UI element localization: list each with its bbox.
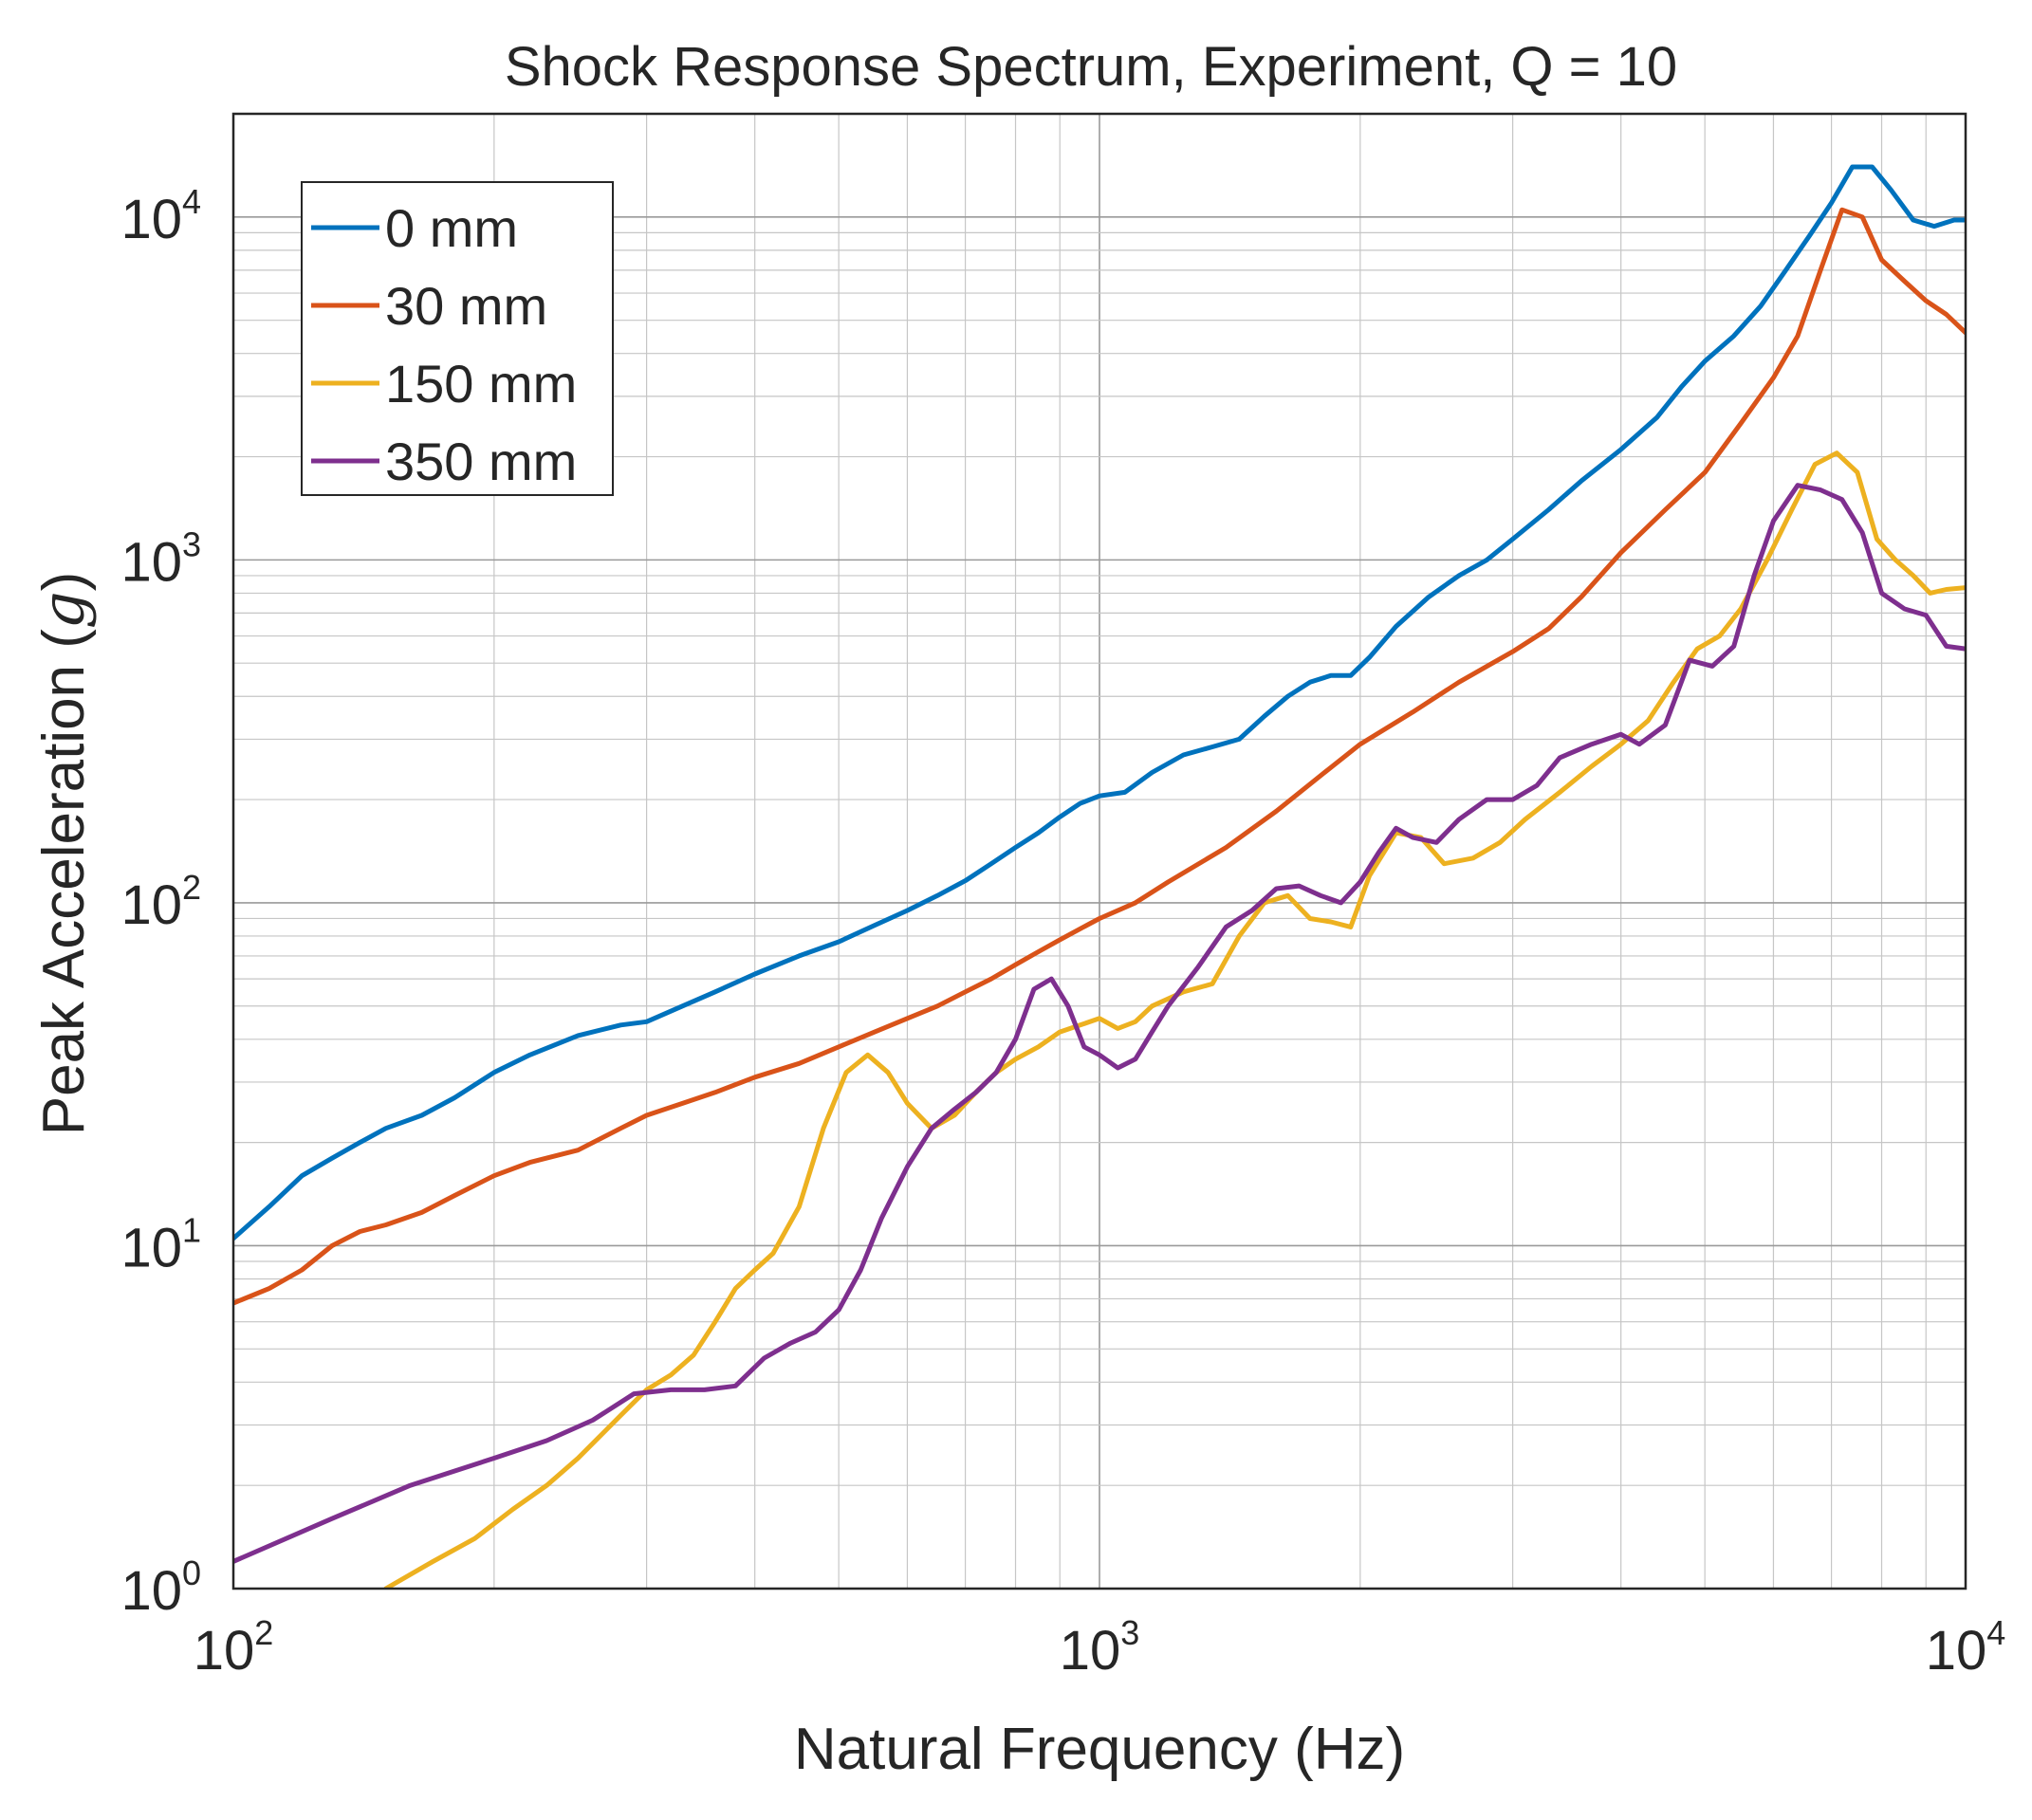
legend-label: 150 mm [385, 354, 577, 414]
y-axis-title-prefix: Peak Acceleration ( [31, 629, 97, 1136]
x-tick-label: 104 [1926, 1613, 2006, 1682]
y-tick-label: 103 [120, 524, 201, 593]
legend-label: 350 mm [385, 432, 577, 491]
plot-frame [231, 112, 1967, 1590]
x-tick-label: 102 [194, 1613, 274, 1682]
legend: 0 mm 30 mm 150 mm 350 mm [301, 181, 614, 496]
y-axis-title-unit: g [28, 591, 98, 629]
series-layer [233, 164, 1966, 1589]
series-line-0-mm [233, 164, 1966, 1241]
series-line-30-mm [233, 207, 1966, 1306]
grid-layer [232, 113, 1966, 1589]
legend-label: 0 mm [385, 198, 518, 258]
legend-box [301, 181, 614, 496]
series-line-350-mm [233, 483, 1966, 1564]
y-tick-label: 104 [120, 182, 201, 250]
legend-label: 30 mm [385, 276, 547, 336]
legend-items: 0 mm 30 mm 150 mm 350 mm [311, 198, 577, 491]
x-tick-labels: 102 103 104 [194, 1613, 2006, 1682]
y-axis-title: Peak Acceleration (g) [28, 572, 98, 1136]
y-tick-label: 100 [120, 1553, 201, 1622]
y-tick-label: 102 [120, 868, 201, 936]
y-tick-labels: 100 101 102 103 104 [120, 182, 201, 1622]
x-axis-title: Natural Frequency (Hz) [794, 1717, 1405, 1782]
y-tick-label: 101 [120, 1210, 201, 1278]
x-tick-label: 103 [1060, 1613, 1140, 1682]
chart-title: Shock Response Spectrum, Experiment, Q =… [505, 36, 1677, 98]
y-axis-title-suffix: ) [31, 572, 97, 592]
